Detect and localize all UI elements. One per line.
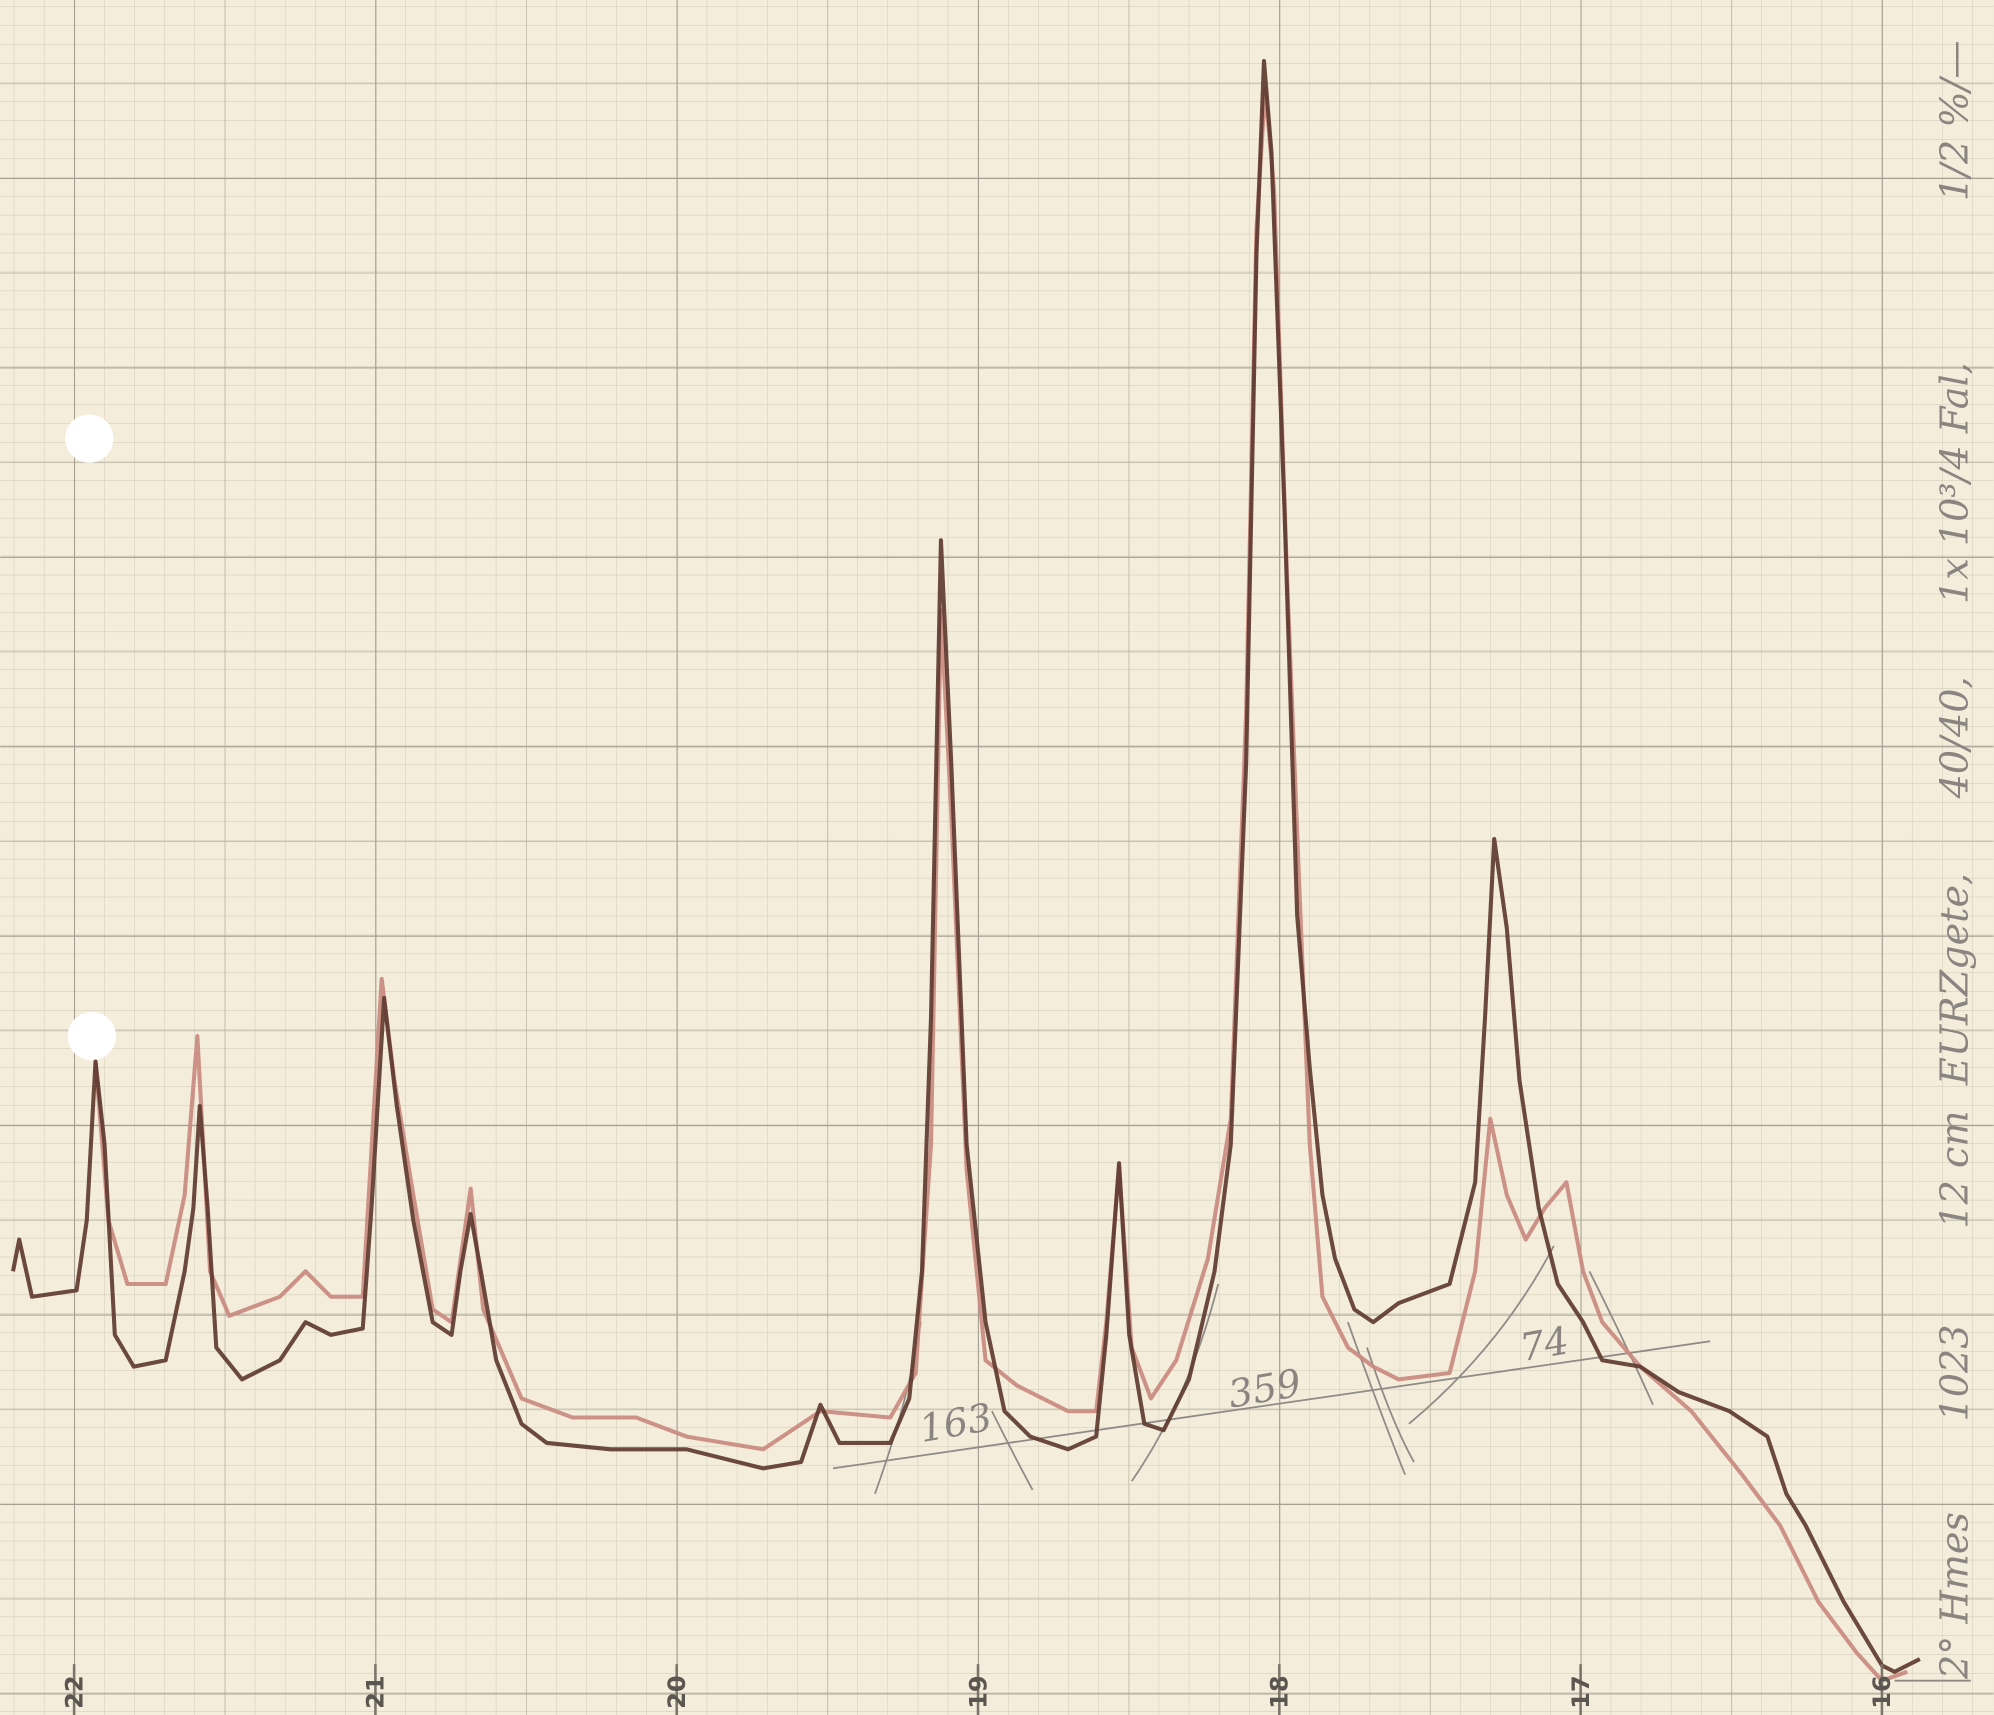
annotation: 1/2 %/—	[1933, 40, 1977, 201]
tangent	[1588, 1270, 1654, 1406]
x-tick-label: 22	[60, 1675, 88, 1709]
traces	[11, 58, 1921, 1683]
annotation: 1023	[1933, 1325, 1977, 1422]
x-tick-label: 20	[663, 1675, 691, 1709]
tangent	[991, 1410, 1034, 1491]
trace	[11, 58, 1921, 1674]
x-tick-label: 18	[1266, 1675, 1294, 1709]
annotation: 40/40,	[1933, 676, 1977, 799]
annotation: 74	[1517, 1318, 1572, 1370]
x-tick-label: 16	[1868, 1675, 1896, 1709]
x-tick-label: 19	[964, 1675, 992, 1709]
punch-hole	[65, 414, 114, 463]
annotation: 12 cm	[1933, 1111, 1977, 1229]
baseline	[832, 1340, 1711, 1470]
annotation: 1x 10³/4 Fal,	[1933, 362, 1977, 604]
x-tick-label: 17	[1567, 1675, 1595, 1709]
tangent	[1347, 1321, 1406, 1476]
annotation: 2° Hmes	[1933, 1512, 1977, 1680]
x-tick-label: 21	[362, 1675, 390, 1709]
tangent	[1408, 1245, 1555, 1425]
punch-hole	[67, 1011, 116, 1061]
annotation: EURZgete,	[1933, 873, 1977, 1086]
